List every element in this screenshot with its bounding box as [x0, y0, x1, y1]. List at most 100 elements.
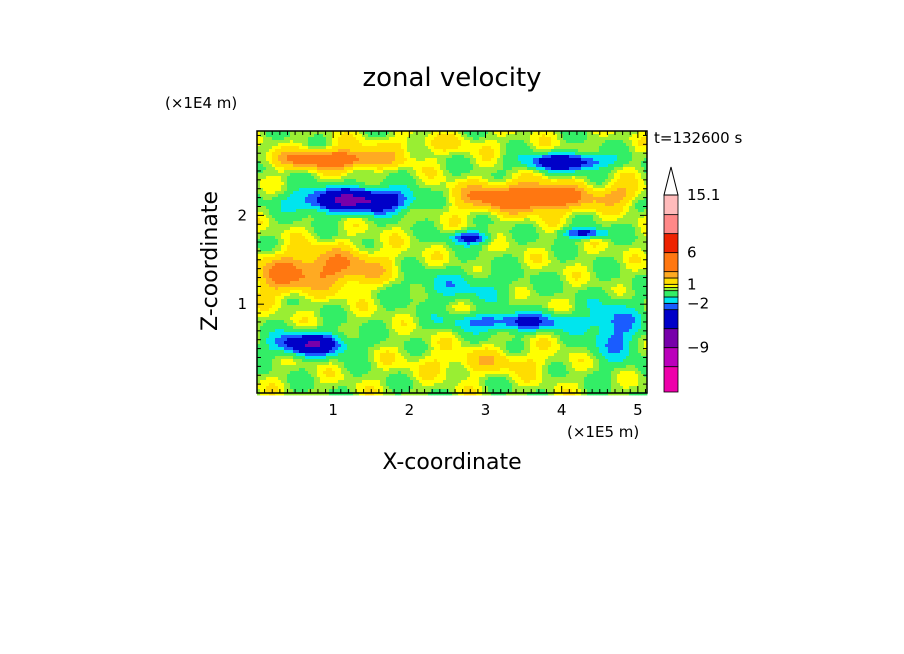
contour-cell	[350, 185, 354, 189]
contour-cell	[458, 134, 462, 138]
contour-cell	[530, 230, 534, 234]
contour-cell	[380, 182, 384, 186]
contour-cell	[356, 218, 360, 222]
contour-cell	[623, 146, 627, 150]
contour-cell	[596, 152, 600, 156]
contour-cell	[581, 200, 585, 204]
contour-cell	[452, 212, 456, 216]
contour-cell	[569, 182, 573, 186]
contour-cell	[296, 227, 300, 231]
contour-cell	[419, 242, 423, 246]
contour-cell	[302, 179, 306, 183]
contour-cell	[584, 182, 588, 186]
contour-cell	[404, 191, 408, 195]
contour-cell	[557, 239, 561, 243]
contour-cell	[470, 179, 474, 183]
contour-cell	[518, 242, 522, 246]
contour-cell	[623, 164, 627, 168]
contour-cell	[326, 167, 330, 171]
contour-cell	[407, 185, 411, 189]
contour-cell	[536, 209, 540, 213]
contour-cell	[560, 206, 564, 210]
contour-cell	[494, 155, 498, 159]
contour-cell	[344, 164, 348, 168]
contour-cell	[524, 164, 528, 168]
contour-cell	[404, 239, 408, 243]
contour-cell	[401, 158, 405, 162]
contour-cell	[377, 167, 381, 171]
contour-cell	[533, 197, 537, 201]
contour-cell	[314, 197, 318, 201]
contour-cell	[518, 137, 522, 141]
contour-cell	[602, 155, 606, 159]
contour-cell	[476, 218, 480, 222]
contour-cell	[473, 188, 477, 192]
contour-cell	[401, 224, 405, 228]
contour-cell	[305, 140, 309, 144]
contour-cell	[479, 224, 483, 228]
contour-cell	[353, 242, 357, 246]
contour-cell	[602, 131, 606, 135]
contour-cell	[290, 236, 294, 240]
contour-cell	[284, 203, 288, 207]
contour-cell	[356, 188, 360, 192]
contour-cell	[386, 209, 390, 213]
contour-cell	[449, 170, 453, 174]
contour-cell	[623, 209, 627, 213]
contour-plot-area	[256, 130, 648, 396]
contour-cell	[461, 215, 465, 219]
contour-cell	[638, 215, 642, 219]
contour-cell	[533, 176, 537, 180]
contour-cell	[488, 221, 492, 225]
contour-cell	[470, 164, 474, 168]
contour-cell	[332, 173, 336, 177]
contour-cell	[266, 149, 270, 153]
contour-cell	[446, 158, 450, 162]
contour-cell	[620, 212, 624, 216]
contour-cell	[443, 191, 447, 195]
contour-cell	[632, 218, 636, 222]
contour-cell	[593, 164, 597, 168]
contour-cell	[551, 233, 555, 237]
contour-cell	[638, 212, 642, 216]
contour-cell	[590, 239, 594, 243]
contour-cell	[563, 188, 567, 192]
contour-cell	[383, 179, 387, 183]
contour-cell	[482, 158, 486, 162]
contour-cell	[473, 155, 477, 159]
contour-cell	[635, 182, 639, 186]
contour-cell	[329, 161, 333, 165]
contour-cell	[503, 224, 507, 228]
contour-cell	[533, 215, 537, 219]
contour-cell	[551, 191, 555, 195]
contour-cell	[413, 197, 417, 201]
contour-cell	[608, 239, 612, 243]
contour-cell	[467, 158, 471, 162]
contour-cell	[341, 131, 345, 135]
contour-cell	[644, 242, 648, 246]
contour-cell	[527, 230, 531, 234]
contour-cell	[257, 164, 261, 168]
contour-cell	[323, 152, 327, 156]
contour-cell	[305, 197, 309, 201]
contour-cell	[281, 245, 285, 249]
contour-cell	[350, 155, 354, 159]
contour-cell	[614, 191, 618, 195]
contour-cell	[587, 242, 591, 246]
contour-cell	[623, 239, 627, 243]
contour-cell	[305, 245, 309, 249]
contour-cell	[572, 137, 576, 141]
contour-cell	[401, 152, 405, 156]
contour-cell	[512, 215, 516, 219]
contour-cell	[638, 188, 642, 192]
contour-cell	[296, 197, 300, 201]
contour-cell	[623, 218, 627, 222]
contour-cell	[398, 209, 402, 213]
contour-cell	[521, 149, 525, 153]
contour-cell	[575, 209, 579, 213]
contour-cell	[605, 161, 609, 165]
contour-cell	[278, 140, 282, 144]
contour-cell	[449, 227, 453, 231]
contour-cell	[521, 224, 525, 228]
contour-cell	[641, 206, 645, 210]
